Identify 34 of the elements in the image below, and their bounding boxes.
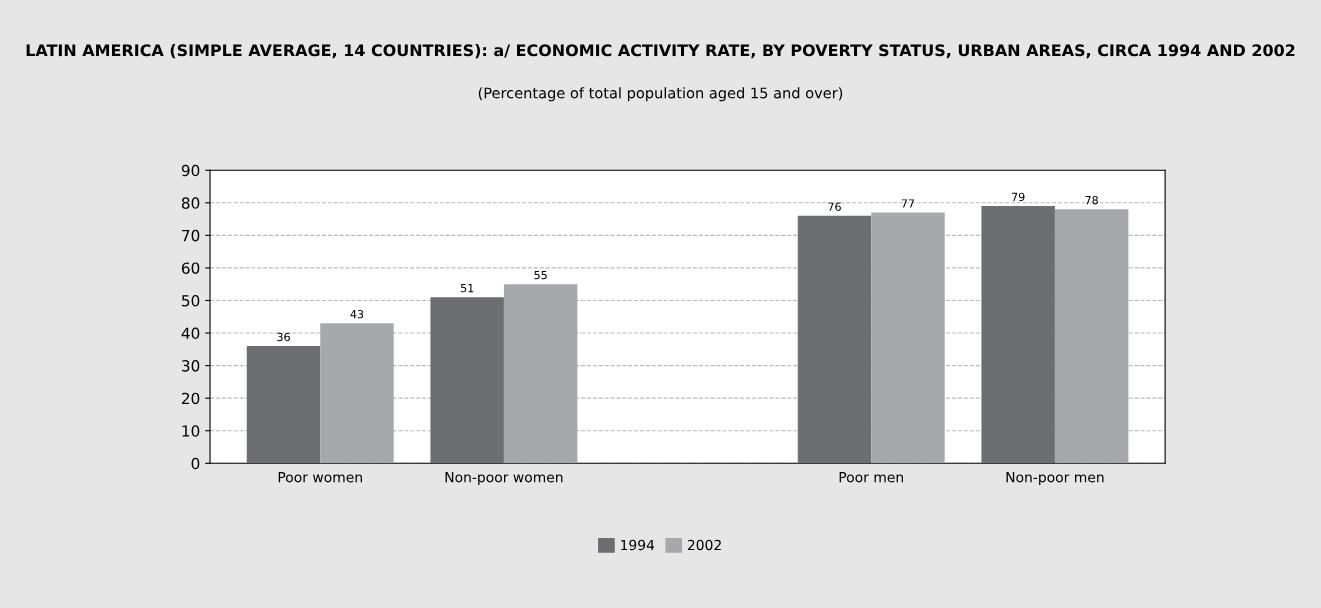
x-tick-label: Poor women [278,472,362,483]
y-tick-label: 0 [191,457,200,470]
chart-subtitle: (Percentage of total population aged 15 and over) [478,87,843,102]
bar [797,215,872,464]
x-tick-label: Non-poor men [1006,472,1104,486]
bar [981,206,1055,464]
y-tick-label: 20 [182,392,200,405]
data-label: 43 [350,309,364,319]
y-tick-label: 80 [181,197,200,209]
legend-label: 1994 [621,539,655,551]
data-label: 51 [460,284,474,293]
y-tick-label: 30 [182,360,200,372]
y-tick-label: 40 [181,327,200,340]
bar [430,297,504,464]
legend-label: 2002 [687,539,721,551]
bar [871,212,945,464]
data-label: 76 [828,202,841,211]
data-label: 77 [901,199,915,208]
y-tick-label: 90 [181,164,200,177]
y-tick-label: 60 [181,262,200,274]
bar [246,346,321,464]
data-label: 79 [1012,192,1025,202]
x-tick-label: Non-poor women [445,472,563,486]
bar [503,284,578,464]
y-tick-label: 10 [182,425,200,437]
bar [320,323,394,464]
x-tick-label: Poor men [839,472,904,483]
data-label: 78 [1085,195,1098,205]
data-label: 36 [277,332,290,342]
y-tick-label: 50 [182,294,200,307]
bar [1054,209,1129,464]
data-label: 55 [534,271,547,280]
y-tick-label: 70 [182,229,200,242]
chart-title: LATIN AMERICA (SIMPLE AVERAGE, 14 COUNTRIES): a/ ECONOMIC ACTIVITY RATE, BY POVERTY STATUS, URBAN AREAS, CIRCA 1994 AND 2002 [26,43,1295,59]
